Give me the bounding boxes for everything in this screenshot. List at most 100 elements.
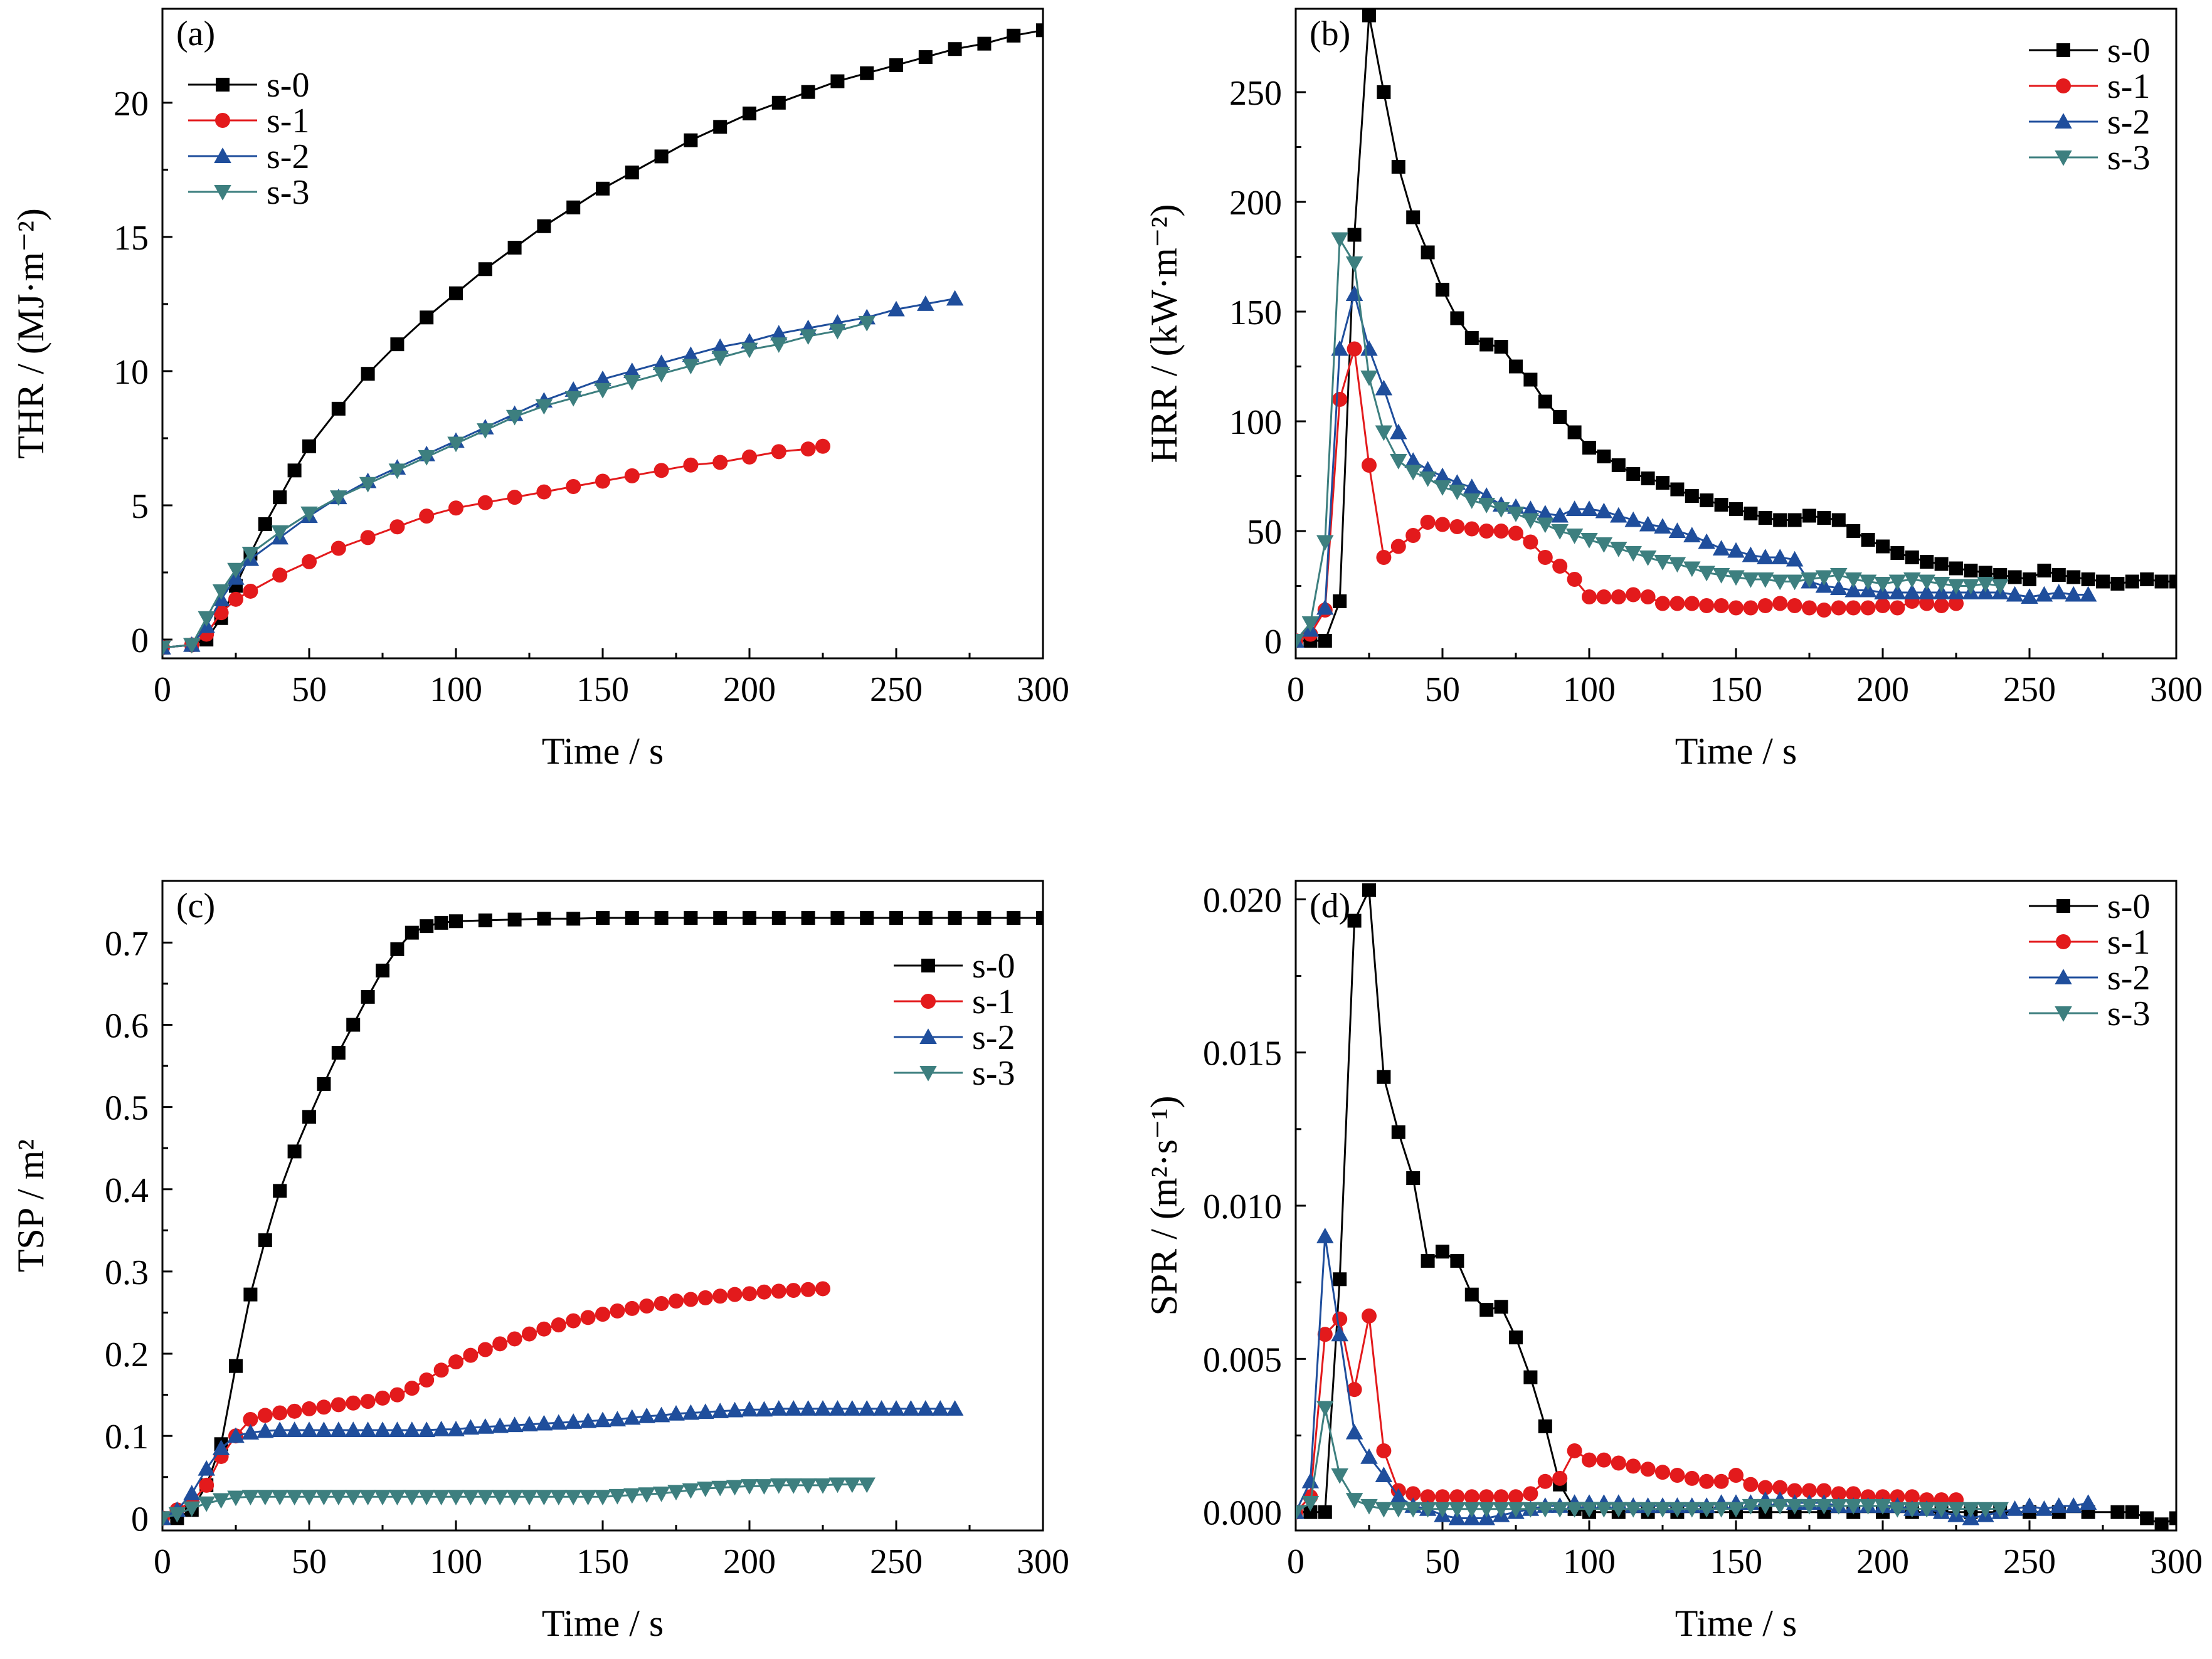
data-point-s-1 <box>1787 598 1802 613</box>
y-tick-label: 15 <box>114 219 149 258</box>
data-point-s-1 <box>1567 572 1582 587</box>
data-point-s-2 <box>1771 549 1789 564</box>
data-point-s-2 <box>2079 1494 2097 1510</box>
x-tick-label: 100 <box>1563 670 1616 709</box>
data-point-s-1 <box>1757 598 1773 613</box>
data-point-s-1 <box>1552 559 1568 574</box>
data-point-s-3 <box>711 1480 729 1497</box>
data-point-s-0 <box>654 911 669 925</box>
data-point-s-3 <box>462 1490 480 1505</box>
data-point-s-0 <box>918 50 933 65</box>
data-point-s-2 <box>227 1427 245 1443</box>
data-point-s-1 <box>697 1290 713 1305</box>
data-point-s-0 <box>420 919 434 934</box>
data-point-s-3 <box>1932 1502 1950 1518</box>
data-point-s-2 <box>770 1400 788 1416</box>
data-point-s-2 <box>785 1400 802 1416</box>
data-point-s-1 <box>1699 598 1715 613</box>
data-point-s-3 <box>1580 1502 1598 1518</box>
data-point-s-1 <box>1596 1452 1612 1468</box>
data-point-s-1 <box>1317 1327 1333 1342</box>
x-tick-label: 100 <box>430 1542 482 1581</box>
data-point-s-1 <box>742 449 757 465</box>
data-point-s-0 <box>1567 425 1582 440</box>
data-point-s-1 <box>360 1394 376 1409</box>
data-point-s-1 <box>1684 596 1700 611</box>
data-point-s-3 <box>1375 1502 1393 1518</box>
data-point-s-0 <box>478 913 492 927</box>
data-point-s-1 <box>477 1342 493 1357</box>
data-point-s-3 <box>1830 1498 1848 1515</box>
data-point-s-3 <box>1727 1502 1745 1518</box>
data-point-s-3 <box>1683 1502 1701 1518</box>
data-point-s-1 <box>771 1283 786 1299</box>
data-point-s-2 <box>1537 505 1554 520</box>
data-point-s-2 <box>682 1404 700 1420</box>
data-point-s-0 <box>1670 482 1685 497</box>
data-point-s-2 <box>2065 1497 2082 1513</box>
data-point-s-2 <box>2021 1497 2038 1513</box>
data-point-s-3 <box>1712 568 1730 584</box>
x-tick-label: 200 <box>723 670 776 709</box>
legend: s-0s-1s-2s-3 <box>2029 31 2150 177</box>
data-point-s-3 <box>198 611 215 627</box>
data-point-s-2 <box>1668 522 1686 538</box>
data-point-s-3 <box>1565 529 1584 544</box>
data-point-s-2 <box>285 1421 304 1438</box>
data-point-s-1 <box>1390 539 1406 554</box>
data-point-s-2 <box>388 1421 406 1438</box>
legend-label: s-0 <box>972 947 1015 986</box>
y-tick-label: 10 <box>114 353 149 392</box>
y-axis-title: SPR / (m²·s⁻¹) <box>1143 1095 1185 1315</box>
legend-label: s-3 <box>972 1054 1015 1093</box>
data-point-s-3 <box>162 640 171 656</box>
data-point-s-0 <box>1036 23 1043 38</box>
data-point-s-1 <box>1552 1470 1568 1486</box>
data-point-s-0 <box>287 463 302 478</box>
data-point-s-2 <box>418 1421 435 1438</box>
data-point-s-0 <box>273 1184 287 1198</box>
data-point-s-0 <box>1362 883 1376 897</box>
data-point-s-1 <box>389 1387 405 1403</box>
data-point-s-1 <box>1713 1473 1729 1489</box>
data-point-s-3 <box>168 1507 186 1523</box>
data-point-s-0 <box>302 1110 316 1124</box>
data-point-s-3 <box>623 375 641 391</box>
data-point-s-2 <box>579 1412 597 1428</box>
x-axis-title: Time / s <box>1675 730 1797 772</box>
data-point-s-3 <box>711 350 729 367</box>
data-point-s-3 <box>1404 1502 1422 1518</box>
legend-marker <box>2056 43 2070 57</box>
x-tick-label: 0 <box>1287 1542 1304 1581</box>
series-line-s-0 <box>1296 889 2176 1525</box>
data-point-s-0 <box>2169 574 2176 589</box>
data-point-s-0 <box>1007 911 1021 925</box>
data-point-s-3 <box>1947 1502 1965 1518</box>
legend-label: s-0 <box>2107 887 2150 926</box>
data-point-s-1 <box>624 1300 640 1316</box>
data-point-s-0 <box>1744 507 1758 520</box>
data-point-s-2 <box>2065 586 2082 602</box>
legend-label: s-1 <box>2107 67 2150 106</box>
data-point-s-1 <box>419 508 435 524</box>
data-point-s-0 <box>1406 1171 1421 1186</box>
data-point-s-3 <box>1668 1502 1686 1518</box>
data-point-s-3 <box>1844 1498 1862 1515</box>
data-point-s-3 <box>1991 579 2009 595</box>
data-point-s-3 <box>1786 574 1804 591</box>
x-tick-label: 150 <box>576 1542 629 1581</box>
y-tick-label: 20 <box>114 85 149 124</box>
x-tick-label: 150 <box>1710 670 1762 709</box>
data-point-s-0 <box>1421 245 1435 260</box>
data-point-s-0 <box>2081 572 2095 586</box>
data-point-s-3 <box>198 1496 215 1512</box>
legend-label: s-3 <box>2107 994 2150 1033</box>
data-point-s-2 <box>931 1400 949 1416</box>
data-point-s-3 <box>594 382 611 399</box>
data-point-s-1 <box>1890 600 1905 616</box>
data-point-s-3 <box>1932 577 1950 592</box>
data-point-s-0 <box>1714 498 1728 512</box>
data-point-s-3 <box>162 1511 171 1527</box>
data-point-s-2 <box>1345 1423 1363 1440</box>
data-point-s-3 <box>212 1493 230 1509</box>
